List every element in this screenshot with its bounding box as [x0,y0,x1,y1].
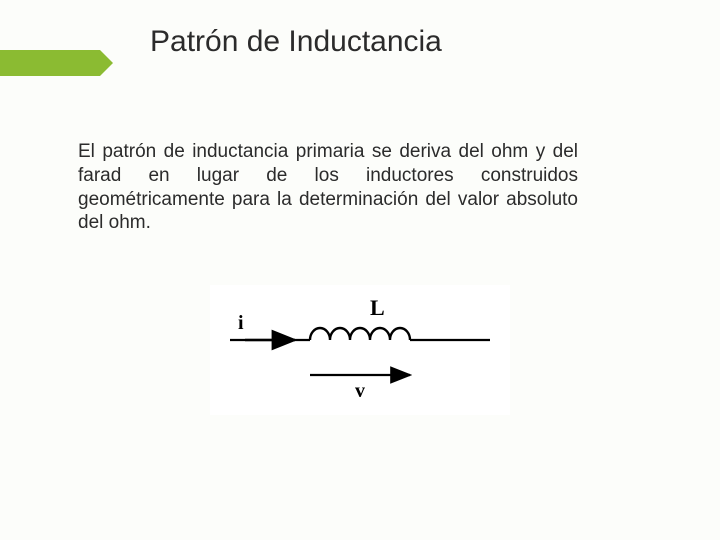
label-inductor: L [370,295,385,320]
inductor-svg: i L v [210,285,510,415]
inductor-diagram: i L v [210,285,510,415]
slide-body: El patrón de inductancia primaria se der… [78,140,578,235]
slide-title: Patrón de Inductancia [150,25,442,59]
label-voltage: v [355,380,365,402]
slide: Patrón de Inductancia El patrón de induc… [0,0,720,540]
coil-icon [310,328,410,340]
label-current: i [238,312,244,334]
accent-chevron-icon [100,50,113,76]
accent-bar [0,50,100,76]
